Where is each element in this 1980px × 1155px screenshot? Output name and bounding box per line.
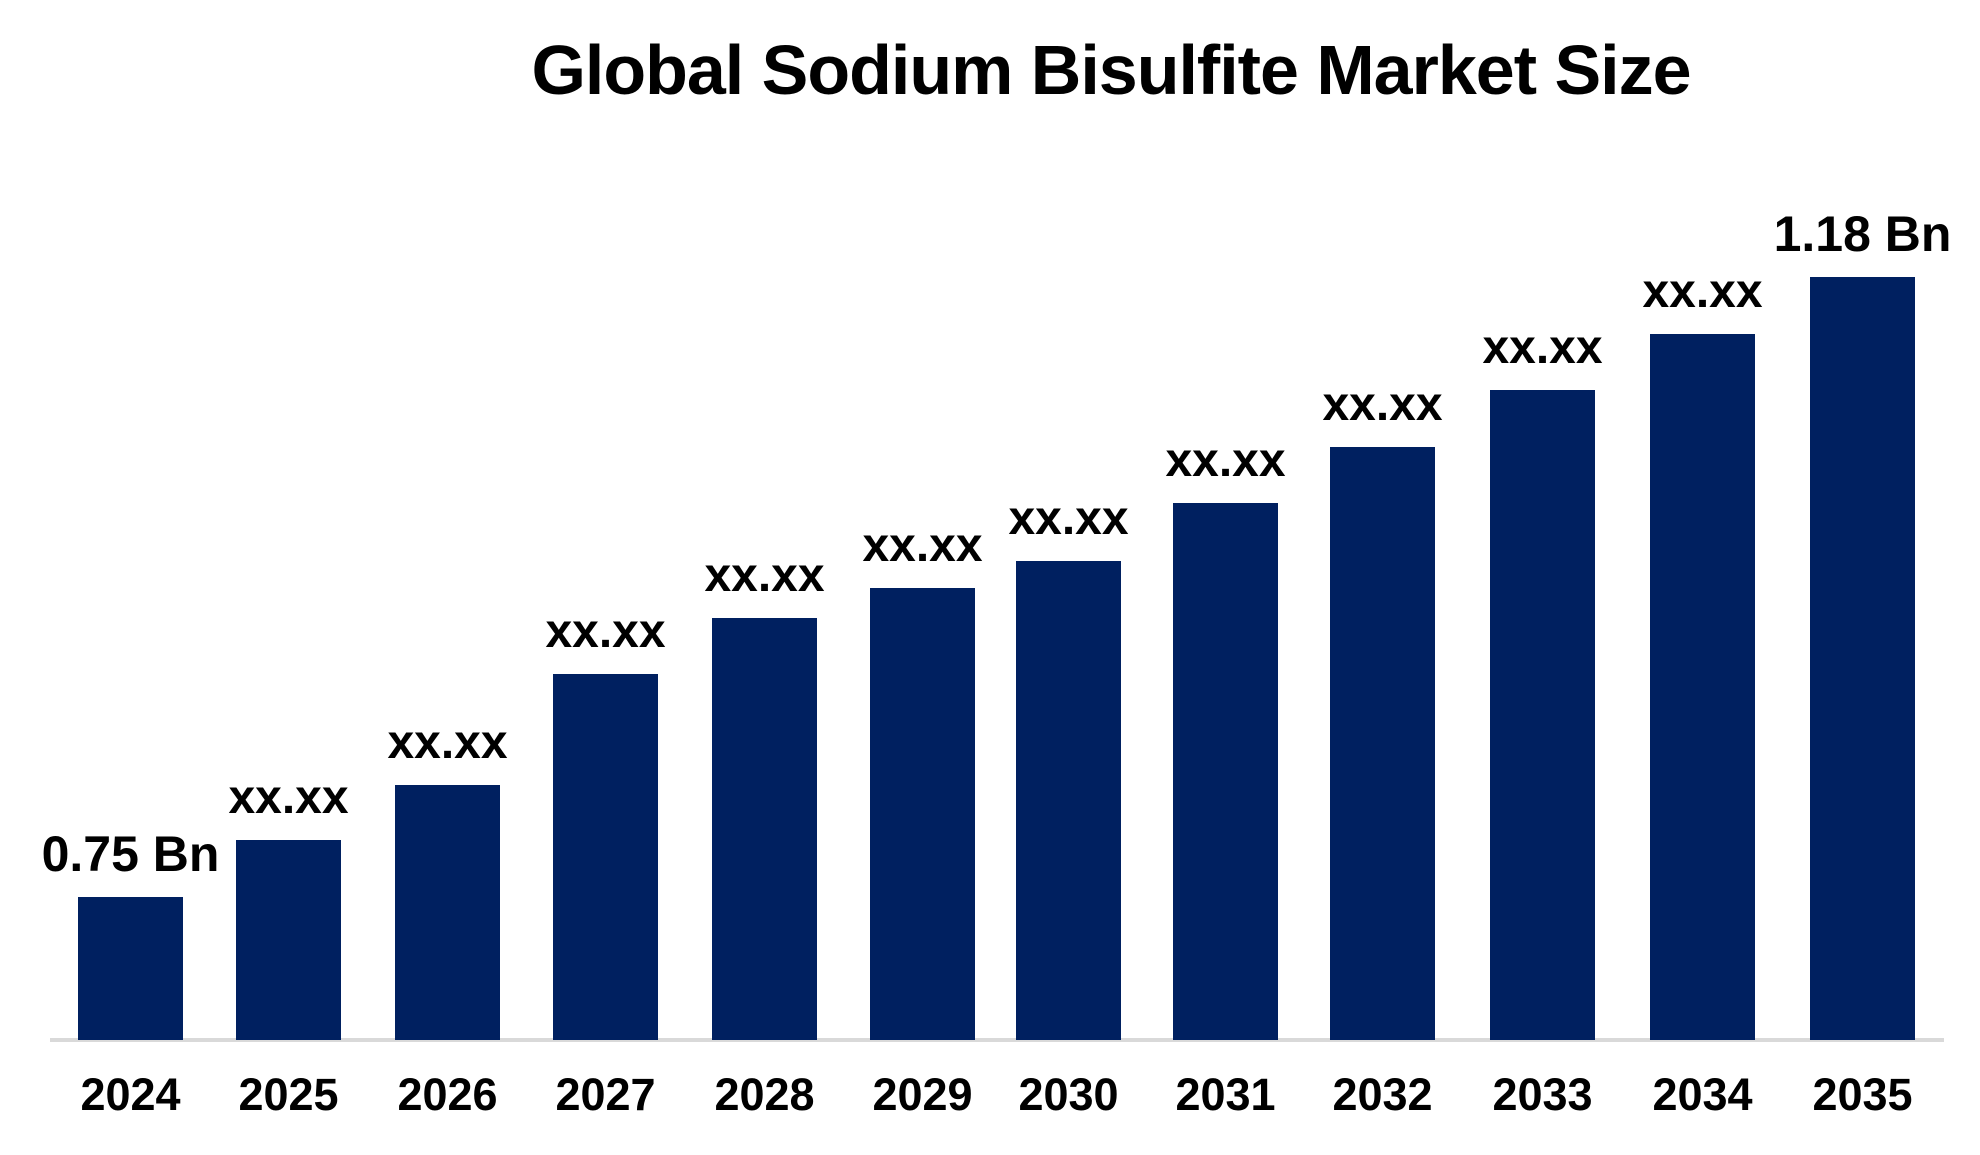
chart-title: Global Sodium Bisulfite Market Size [531,31,1691,109]
bar-value-label: xx.xx [387,716,508,769]
bar-value-label: xx.xx [862,519,983,572]
bar [1016,561,1121,1040]
bar-value-label: xx.xx [1008,492,1129,545]
bar [236,840,341,1040]
bar [1173,503,1278,1040]
x-axis-tick-label: 2029 [872,1069,973,1120]
bar [1330,447,1435,1040]
bar [78,897,183,1040]
bar [712,618,817,1040]
x-axis-line [50,1038,1944,1042]
x-axis-tick-label: 2030 [1018,1069,1119,1120]
bar-value-label: 0.75 Bn [41,826,220,882]
bar-value-label: 1.18 Bn [1773,206,1952,262]
x-axis-tick-label: 2028 [714,1069,815,1120]
bar-value-label: xx.xx [1165,434,1286,487]
bar [553,674,658,1040]
x-axis-tick-label: 2024 [80,1069,181,1120]
bar-value-label: xx.xx [704,549,825,602]
bar [1810,277,1915,1040]
bar [1490,390,1595,1040]
x-axis-tick-label: 2025 [238,1069,339,1120]
bar [1650,334,1755,1040]
bar-value-label: xx.xx [228,771,349,824]
bar [395,785,500,1040]
x-axis-tick-label: 2027 [555,1069,656,1120]
x-axis-tick-label: 2034 [1652,1069,1753,1120]
x-axis-tick-label: 2035 [1812,1069,1913,1120]
bar-value-label: xx.xx [545,605,666,658]
x-axis-tick-label: 2033 [1492,1069,1593,1120]
bar-value-label: xx.xx [1642,265,1763,318]
bar [870,588,975,1040]
bar-value-label: xx.xx [1482,321,1603,374]
x-axis-tick-label: 2026 [397,1069,498,1120]
x-axis-tick-label: 2031 [1175,1069,1276,1120]
bar-value-label: xx.xx [1322,378,1443,431]
x-axis-tick-label: 2032 [1332,1069,1433,1120]
